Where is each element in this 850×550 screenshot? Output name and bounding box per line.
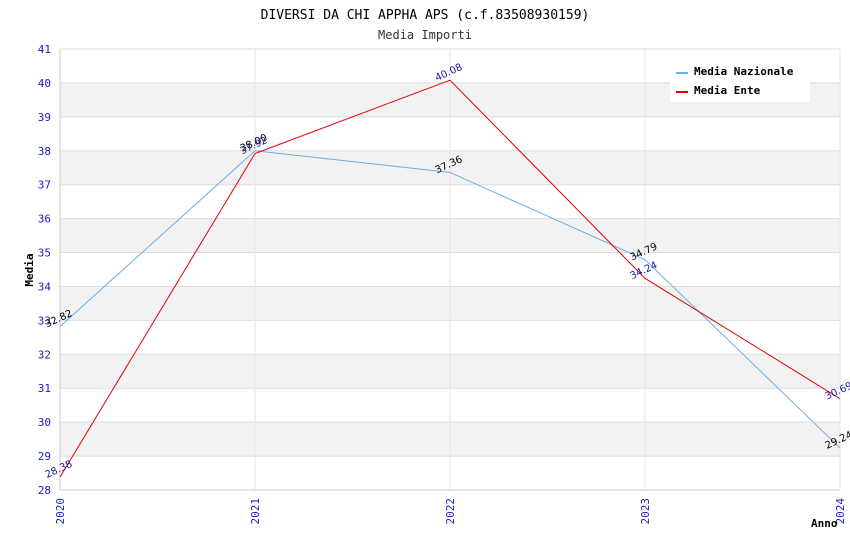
series-group: 32.8238.0037.3634.7929.2428.3837.9240.08… — [44, 62, 850, 481]
data-label-media-nazionale: 32.82 — [44, 308, 75, 330]
x-tick-label: 2021 — [249, 498, 262, 525]
y-tick-label: 40 — [38, 77, 51, 90]
x-tick-label: 2020 — [54, 498, 67, 525]
chart-subtitle: Media Importi — [378, 28, 472, 42]
y-tick-label: 37 — [38, 179, 51, 192]
legend-box — [670, 58, 810, 102]
y-axis-label: Media — [23, 253, 36, 286]
y-tick-labels: 28 29 30 31 32 33 34 35 36 37 38 39 40 41 — [38, 43, 52, 497]
y-tick-label: 36 — [38, 213, 51, 226]
x-tick-labels: 2020 2021 2022 2023 2024 — [54, 498, 847, 525]
y-tick-label: 41 — [38, 43, 51, 56]
x-tick-label: 2023 — [639, 498, 652, 525]
y-tick-label: 29 — [38, 450, 51, 463]
y-tick-label: 34 — [38, 280, 52, 293]
series-line-media-ente — [59, 79, 841, 478]
legend: Media Nazionale Media Ente — [670, 58, 810, 102]
y-tick-label: 28 — [38, 484, 51, 497]
y-tick-label: 32 — [38, 348, 51, 361]
y-tick-label: 39 — [38, 111, 51, 124]
y-tick-label: 38 — [38, 145, 51, 158]
x-axis-label: Anno — [811, 517, 838, 530]
legend-label-media-nazionale: Media Nazionale — [694, 65, 794, 78]
y-tick-label: 35 — [38, 247, 51, 260]
series-line-media-nazionale — [59, 150, 841, 449]
y-tick-label: 30 — [38, 416, 51, 429]
chart-title: DIVERSI DA CHI APPHA APS (c.f.8350893015… — [261, 8, 590, 23]
y-tick-label: 31 — [38, 382, 51, 395]
x-tick-label: 2022 — [444, 498, 457, 525]
legend-label-media-ente: Media Ente — [694, 84, 761, 97]
x-tick-label: 2024 — [834, 498, 847, 525]
y-tick-label: 33 — [38, 314, 51, 327]
